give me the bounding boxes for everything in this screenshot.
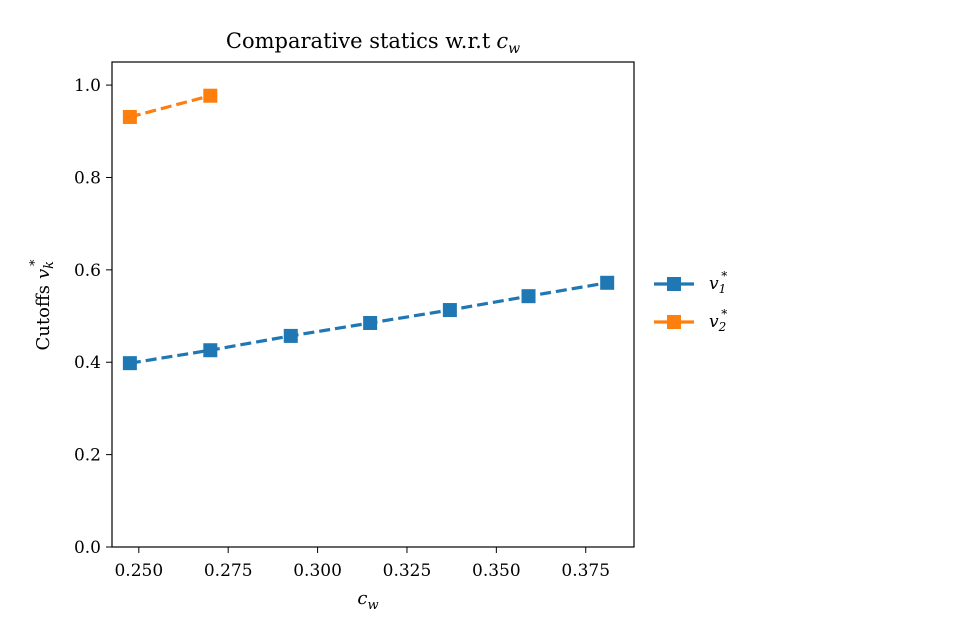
legend-label-sup: * bbox=[721, 269, 727, 283]
y-tick-label: 0.4 bbox=[74, 353, 101, 373]
data-point bbox=[122, 356, 137, 371]
y-axis-title-math: v bbox=[33, 269, 54, 279]
x-tick-label: 0.325 bbox=[383, 561, 432, 581]
legend-label: v2* bbox=[709, 307, 727, 334]
y-axis-title-math-sup: * bbox=[28, 259, 43, 266]
legend: v1*v2* bbox=[654, 269, 727, 334]
data-point bbox=[203, 88, 218, 103]
x-tick-label: 0.375 bbox=[561, 561, 610, 581]
x-tick-label: 0.350 bbox=[472, 561, 521, 581]
series-line bbox=[129, 94, 211, 119]
x-axis-title-math: c bbox=[357, 588, 367, 609]
data-point bbox=[122, 109, 137, 124]
y-axis-ticks: 0.0 0.2 0.4 0.6 0.8 1.0 bbox=[74, 76, 112, 558]
data-point bbox=[203, 343, 218, 358]
chart-title: Comparative statics w.r.t cw bbox=[226, 29, 520, 57]
data-point bbox=[363, 315, 378, 330]
series-layer bbox=[122, 88, 615, 371]
y-axis-title: Cutoffs vk* bbox=[28, 259, 57, 351]
legend-label-main: v bbox=[709, 274, 719, 294]
chart-title-text: Comparative statics w.r.t bbox=[226, 29, 491, 53]
series-v2 bbox=[122, 88, 218, 124]
x-tick-label: 0.300 bbox=[293, 561, 342, 581]
x-axis-ticks: 0.250 0.275 0.300 0.325 0.350 0.375 bbox=[114, 547, 610, 581]
legend-label-sub: 1 bbox=[719, 282, 727, 296]
data-point bbox=[283, 328, 298, 343]
chart-title-math-sub: w bbox=[508, 41, 520, 57]
legend-label: v1* bbox=[709, 269, 727, 296]
x-axis-title: cw bbox=[357, 588, 378, 613]
series-v1 bbox=[122, 275, 615, 371]
y-axis-title-text: Cutoffs bbox=[33, 285, 54, 350]
plot-frame bbox=[111, 61, 635, 548]
legend-marker bbox=[667, 277, 681, 291]
y-tick-label: 0.0 bbox=[74, 538, 101, 558]
y-tick-label: 1.0 bbox=[74, 76, 101, 96]
legend-label-sub: 2 bbox=[718, 320, 727, 334]
legend-marker bbox=[667, 315, 681, 329]
data-point bbox=[600, 275, 615, 290]
y-tick-label: 0.6 bbox=[74, 261, 101, 281]
data-point bbox=[521, 289, 536, 304]
y-axis-title-math-sub: k bbox=[42, 261, 57, 269]
x-tick-label: 0.250 bbox=[114, 561, 163, 581]
legend-item-v2: v2* bbox=[654, 307, 727, 334]
y-tick-label: 0.8 bbox=[74, 168, 101, 188]
data-point bbox=[442, 303, 457, 318]
chart-title-math: c bbox=[496, 29, 508, 53]
y-tick-label: 0.2 bbox=[74, 446, 101, 466]
x-axis-title-math-sub: w bbox=[367, 598, 378, 613]
legend-item-v1: v1* bbox=[654, 269, 727, 296]
legend-label-main: v bbox=[709, 312, 719, 332]
legend-label-sup: * bbox=[721, 307, 727, 321]
x-tick-label: 0.275 bbox=[204, 561, 253, 581]
